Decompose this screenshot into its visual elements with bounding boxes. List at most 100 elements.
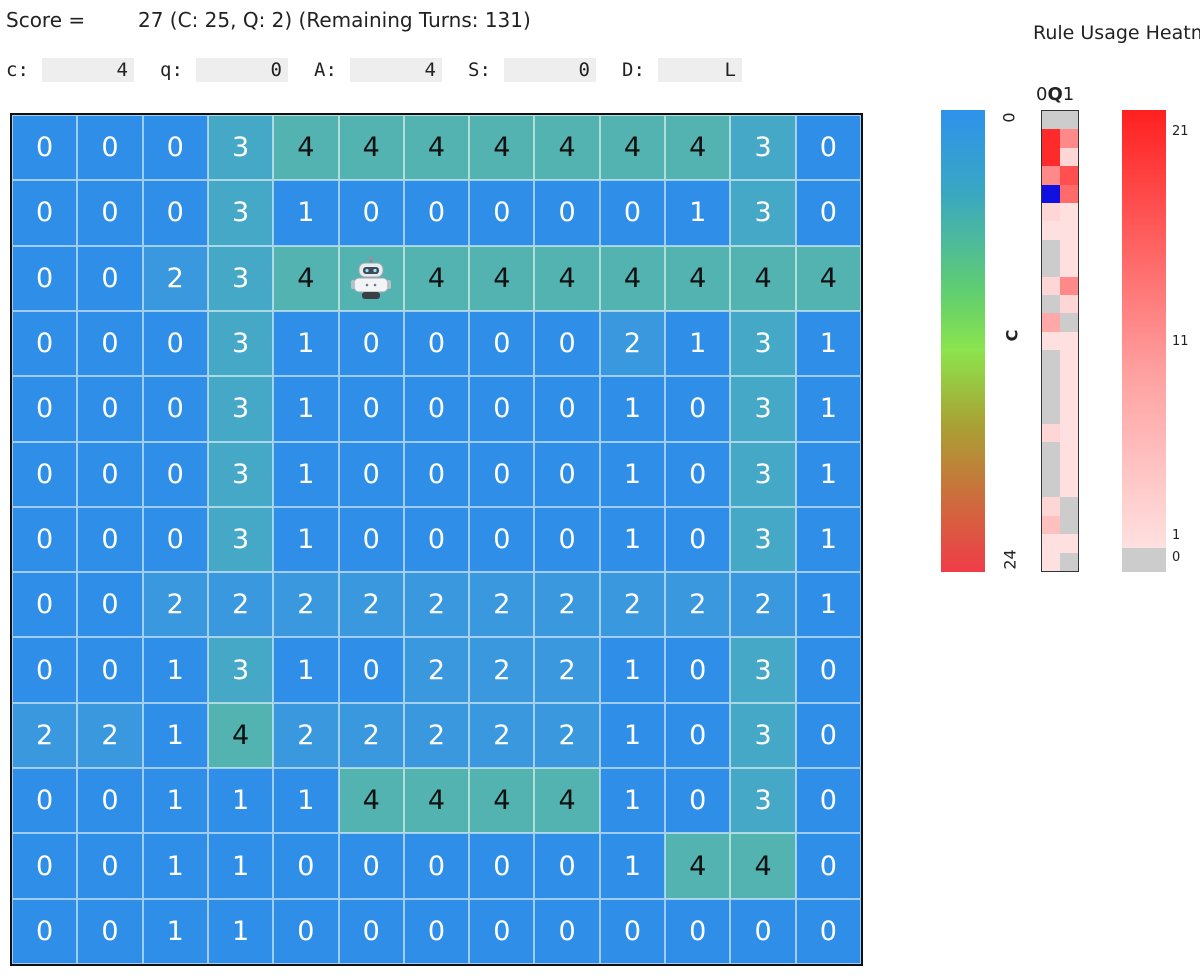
board-cell: 2 [534, 572, 600, 638]
board-cell: 2 [403, 637, 470, 703]
cell-value: 0 [623, 197, 641, 229]
board-cell: 4 [665, 245, 731, 311]
rule-usage-cell [1042, 294, 1060, 314]
cell-value: 4 [231, 719, 250, 751]
rule-usage-cell [1042, 202, 1060, 222]
cell-value: 0 [101, 915, 119, 947]
board-cell: 0 [795, 768, 861, 834]
board-cell: 0 [338, 898, 404, 964]
board-cell: 0 [77, 180, 143, 246]
cell-value: 0 [558, 523, 576, 555]
rule-usage-cell [1060, 515, 1078, 535]
rule-usage-cell [1042, 534, 1060, 553]
stat-value: 0 [196, 58, 288, 82]
rule-usage-cell [1060, 331, 1078, 351]
rule-usage-cell [1060, 423, 1078, 443]
cell-value: 0 [819, 654, 837, 686]
board-cell: 0 [142, 310, 208, 377]
rule-usage-cell [1060, 258, 1078, 277]
cell-value: 0 [819, 132, 837, 164]
cell-value: 0 [427, 393, 446, 425]
rule-usage-cell [1060, 478, 1078, 498]
board-cell: 2 [77, 702, 143, 769]
rule-usage-cell [1060, 534, 1078, 553]
cell-value: 0 [819, 915, 837, 947]
board-cell: 0 [77, 833, 143, 899]
board-cell: 0 [12, 441, 78, 507]
cell-value: 0 [493, 915, 511, 947]
cell-value: 0 [166, 328, 184, 360]
board-cell: 3 [207, 180, 274, 246]
rule-usage-cell [1060, 552, 1078, 571]
q-strip-header: 0Q1 [1036, 84, 1074, 105]
board-cell: 0 [12, 245, 78, 311]
rule-usage-cell [1060, 239, 1078, 259]
board-cell: 0 [12, 506, 78, 573]
cell-value: 0 [36, 785, 54, 817]
board-cell: 0 [77, 310, 143, 377]
board-cell: 1 [273, 441, 339, 507]
board-cell: 3 [730, 376, 796, 442]
cell-value: 1 [231, 850, 250, 882]
cell-value: 0 [819, 719, 837, 751]
board-cell: 3 [730, 768, 796, 834]
cell-value: 1 [297, 785, 315, 817]
cell-value: 1 [623, 393, 641, 425]
rule-usage-cell [1042, 239, 1060, 259]
board-cell: 0 [665, 768, 731, 834]
board-cell: 1 [142, 898, 208, 964]
cell-value: 0 [623, 915, 641, 947]
board-cell: 3 [207, 506, 274, 573]
board-cell: 0 [469, 376, 535, 442]
cell-value: 3 [231, 458, 250, 490]
board-cell: 0 [142, 376, 208, 442]
game-board: 0 0 0 3 4 4 4 4 4 4 4 3 0 0 0 0 3 1 0 0 0 0 0 1 3 0 0 0 2 3 4 4 4 4 4 4 4 4 0 0… [10, 113, 863, 966]
board-cell: 0 [665, 376, 731, 442]
rule-usage-cell [1042, 111, 1060, 130]
robot-icon [351, 255, 392, 300]
cell-value: 1 [819, 328, 837, 360]
board-cell: 0 [273, 833, 339, 899]
board-cell: 4 [207, 702, 274, 769]
cell-value: 1 [297, 393, 315, 425]
stat-1: q: 0 [160, 58, 314, 82]
cell-value: 3 [231, 654, 250, 686]
cell-value: 0 [101, 262, 119, 294]
cell-value: 0 [166, 393, 184, 425]
board-cell: 0 [142, 506, 208, 573]
board-cell: 1 [599, 376, 666, 442]
cell-value: 0 [362, 523, 380, 555]
board-cell: 0 [534, 833, 600, 899]
board-cell: 2 [142, 572, 208, 638]
cell-value: 1 [623, 458, 641, 490]
stat-2: A: 4 [314, 58, 468, 82]
cell-value: 0 [819, 785, 837, 817]
score-value: 27 (C: 25, Q: 2) (Remaining Turns: 131) [138, 8, 531, 32]
rule-usage-cell [1042, 331, 1060, 351]
cell-value: 0 [689, 458, 707, 490]
cell-value: 0 [166, 132, 184, 164]
board-cell: 0 [142, 115, 208, 181]
cell-value: 0 [819, 197, 837, 229]
board-cell: 0 [77, 637, 143, 703]
cell-value: 3 [754, 132, 772, 164]
cell-value: 4 [558, 262, 576, 294]
cell-value: 2 [427, 719, 446, 751]
board-cell: 2 [338, 572, 404, 638]
cell-value: 0 [558, 393, 576, 425]
rule-usage-cell [1042, 276, 1060, 295]
board-cell: 3 [207, 376, 274, 442]
board-cell: 0 [469, 506, 535, 573]
board-cell: 4 [338, 115, 404, 181]
cell-value: 4 [493, 262, 511, 294]
board-cell: 4 [469, 245, 535, 311]
cell-value: 3 [754, 785, 772, 817]
cell-value: 0 [36, 850, 54, 882]
cell-value: 0 [36, 132, 54, 164]
board-cell: 0 [403, 898, 470, 964]
cell-value: 2 [101, 719, 119, 751]
score-label: Score = [6, 8, 86, 32]
cell-value: 1 [297, 523, 315, 555]
board-cell: 1 [665, 180, 731, 246]
rule-usage-zero-swatch [1122, 548, 1166, 572]
